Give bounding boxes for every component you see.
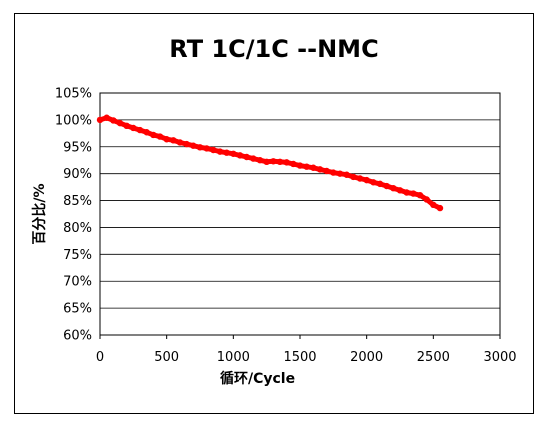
grid-lines — [100, 92, 500, 336]
y-tick-label: 100% — [55, 113, 92, 128]
data-point — [416, 191, 424, 199]
data-point — [270, 158, 277, 165]
chart-title: RT 1C/1C --NMC — [169, 35, 378, 63]
data-point — [210, 146, 217, 154]
data-point — [170, 137, 177, 144]
y-axis-label: 百分比/% — [31, 183, 48, 244]
chart-frame — [14, 13, 534, 414]
data-point — [150, 131, 157, 139]
x-tick-label: 2000 — [350, 350, 383, 365]
y-tick-label: 95% — [63, 140, 92, 155]
data-point — [290, 160, 297, 168]
data-point — [403, 189, 410, 196]
data-point — [356, 175, 364, 182]
data-point — [363, 176, 370, 184]
data-point — [250, 155, 257, 162]
x-tick-label: 2500 — [417, 350, 450, 365]
data-point — [216, 148, 224, 155]
data-point — [410, 190, 417, 197]
data-point — [436, 204, 444, 212]
y-tick-label: 60% — [63, 329, 92, 344]
data-point — [116, 119, 124, 127]
data-point — [176, 139, 184, 146]
data-point — [103, 114, 110, 121]
y-tick-labels: 60% 65% 70% 75% 80% 85% 90% 95% 100% 105% — [55, 87, 92, 344]
x-tick-labels: 0 500 1000 1500 2000 2500 3000 — [96, 335, 517, 365]
plot-area — [99, 92, 501, 336]
x-tick-label: 3000 — [483, 350, 516, 365]
y-tick-label: 105% — [55, 87, 92, 102]
x-tick-label: 1000 — [217, 350, 250, 365]
data-point — [110, 117, 117, 124]
data-point — [390, 184, 397, 192]
data-point — [236, 152, 244, 159]
y-tick-label: 75% — [63, 248, 92, 263]
y-tick-label: 85% — [63, 194, 92, 209]
y-tick-label: 65% — [63, 302, 92, 317]
data-point — [136, 126, 144, 134]
data-point — [183, 140, 190, 148]
data-point — [130, 124, 137, 132]
data-point — [256, 157, 264, 164]
data-point — [370, 179, 377, 186]
data-point — [430, 201, 437, 209]
data-point — [423, 196, 430, 203]
data-point — [376, 180, 384, 188]
data-point — [336, 170, 344, 177]
data-point — [396, 187, 404, 194]
data-point — [323, 167, 330, 175]
x-tick-label: 1500 — [283, 350, 316, 365]
data-point — [230, 150, 237, 157]
data-point — [190, 142, 197, 149]
data-point — [276, 158, 284, 166]
data-point — [310, 164, 317, 171]
y-tick-label: 80% — [63, 221, 92, 236]
data-point — [263, 158, 270, 166]
y-tick-label: 70% — [63, 275, 92, 290]
data-point — [196, 144, 204, 151]
data-point — [203, 145, 210, 152]
x-axis-label: 循环/Cycle — [220, 370, 295, 387]
data-point — [343, 171, 350, 178]
x-tick-label: 500 — [154, 350, 179, 365]
data-point — [296, 162, 304, 169]
data-point — [163, 136, 170, 143]
series-band — [97, 115, 443, 211]
y-tick-label: 90% — [63, 167, 92, 182]
data-point — [223, 149, 230, 156]
data-point — [330, 169, 337, 176]
data-point — [143, 129, 150, 136]
data-point — [316, 166, 324, 173]
data-point — [303, 163, 310, 170]
data-point — [96, 116, 104, 124]
data-point — [383, 182, 390, 190]
data-point — [243, 153, 250, 161]
data-point — [350, 173, 357, 181]
x-tick-label: 0 — [96, 350, 104, 365]
data-point — [156, 133, 164, 140]
data-points — [96, 114, 444, 212]
data-point — [283, 159, 290, 166]
data-point — [123, 122, 130, 130]
